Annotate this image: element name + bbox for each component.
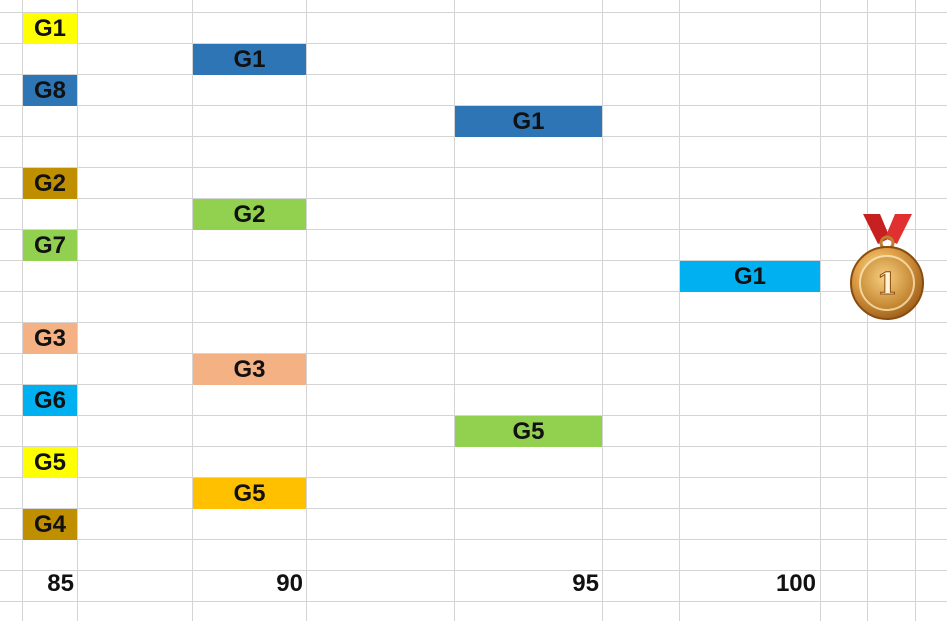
grid-line-h19 bbox=[0, 570, 947, 571]
grid-line-v5 bbox=[454, 0, 455, 621]
grid-line-v1 bbox=[22, 0, 23, 621]
axis-label-90: 90 bbox=[276, 570, 303, 597]
grid-line-h20 bbox=[0, 601, 947, 602]
grid-line-v10 bbox=[915, 0, 916, 621]
group-box-g1: G1 bbox=[23, 13, 77, 44]
group-box-g4: G4 bbox=[23, 509, 77, 540]
grid-line-h6 bbox=[0, 167, 947, 168]
grid-line-h16 bbox=[0, 477, 947, 478]
grid-line-h3 bbox=[0, 74, 947, 75]
grid-line-h14 bbox=[0, 415, 947, 416]
group-box-g3: G3 bbox=[23, 323, 77, 354]
winner-box-g1: G1 bbox=[193, 44, 306, 75]
group-box-g6: G6 bbox=[23, 385, 77, 416]
axis-label-100: 100 bbox=[775, 570, 816, 597]
grid-line-h7 bbox=[0, 198, 947, 199]
group-box-g7: G7 bbox=[23, 230, 77, 261]
group-box-g5: G5 bbox=[23, 447, 77, 478]
semifinal-box-g1: G1 bbox=[455, 106, 602, 137]
grid-line-h10 bbox=[0, 291, 947, 292]
grid-line-h2 bbox=[0, 43, 947, 44]
grid-line-v8 bbox=[820, 0, 821, 621]
axis-label-85: 85 bbox=[47, 570, 74, 597]
grid-line-h18 bbox=[0, 539, 947, 540]
group-box-g2: G2 bbox=[23, 168, 77, 199]
winner-box-g2: G2 bbox=[193, 199, 306, 230]
group-box-g8: G8 bbox=[23, 75, 77, 106]
axis-label-95: 95 bbox=[572, 570, 599, 597]
grid-line-h12 bbox=[0, 353, 947, 354]
grid-line-h13 bbox=[0, 384, 947, 385]
grid-line-v4 bbox=[306, 0, 307, 621]
grid-line-v7 bbox=[679, 0, 680, 621]
grid-line-v6 bbox=[602, 0, 603, 621]
gold-medal-icon: 1 bbox=[850, 214, 924, 320]
grid-line-h1 bbox=[0, 12, 947, 13]
grid-line-h11 bbox=[0, 322, 947, 323]
final-box-g1: G1 bbox=[680, 261, 820, 292]
grid-line-h8 bbox=[0, 229, 947, 230]
grid-line-v2 bbox=[77, 0, 78, 621]
grid-line-h17 bbox=[0, 508, 947, 509]
winner-box-g5: G5 bbox=[193, 478, 306, 509]
grid-line-h4 bbox=[0, 105, 947, 106]
grid-line-v3 bbox=[192, 0, 193, 621]
medal-number: 1 bbox=[877, 267, 898, 302]
winner-box-g3: G3 bbox=[193, 354, 306, 385]
semifinal-box-g5: G5 bbox=[455, 416, 602, 447]
grid-line-h9 bbox=[0, 260, 947, 261]
